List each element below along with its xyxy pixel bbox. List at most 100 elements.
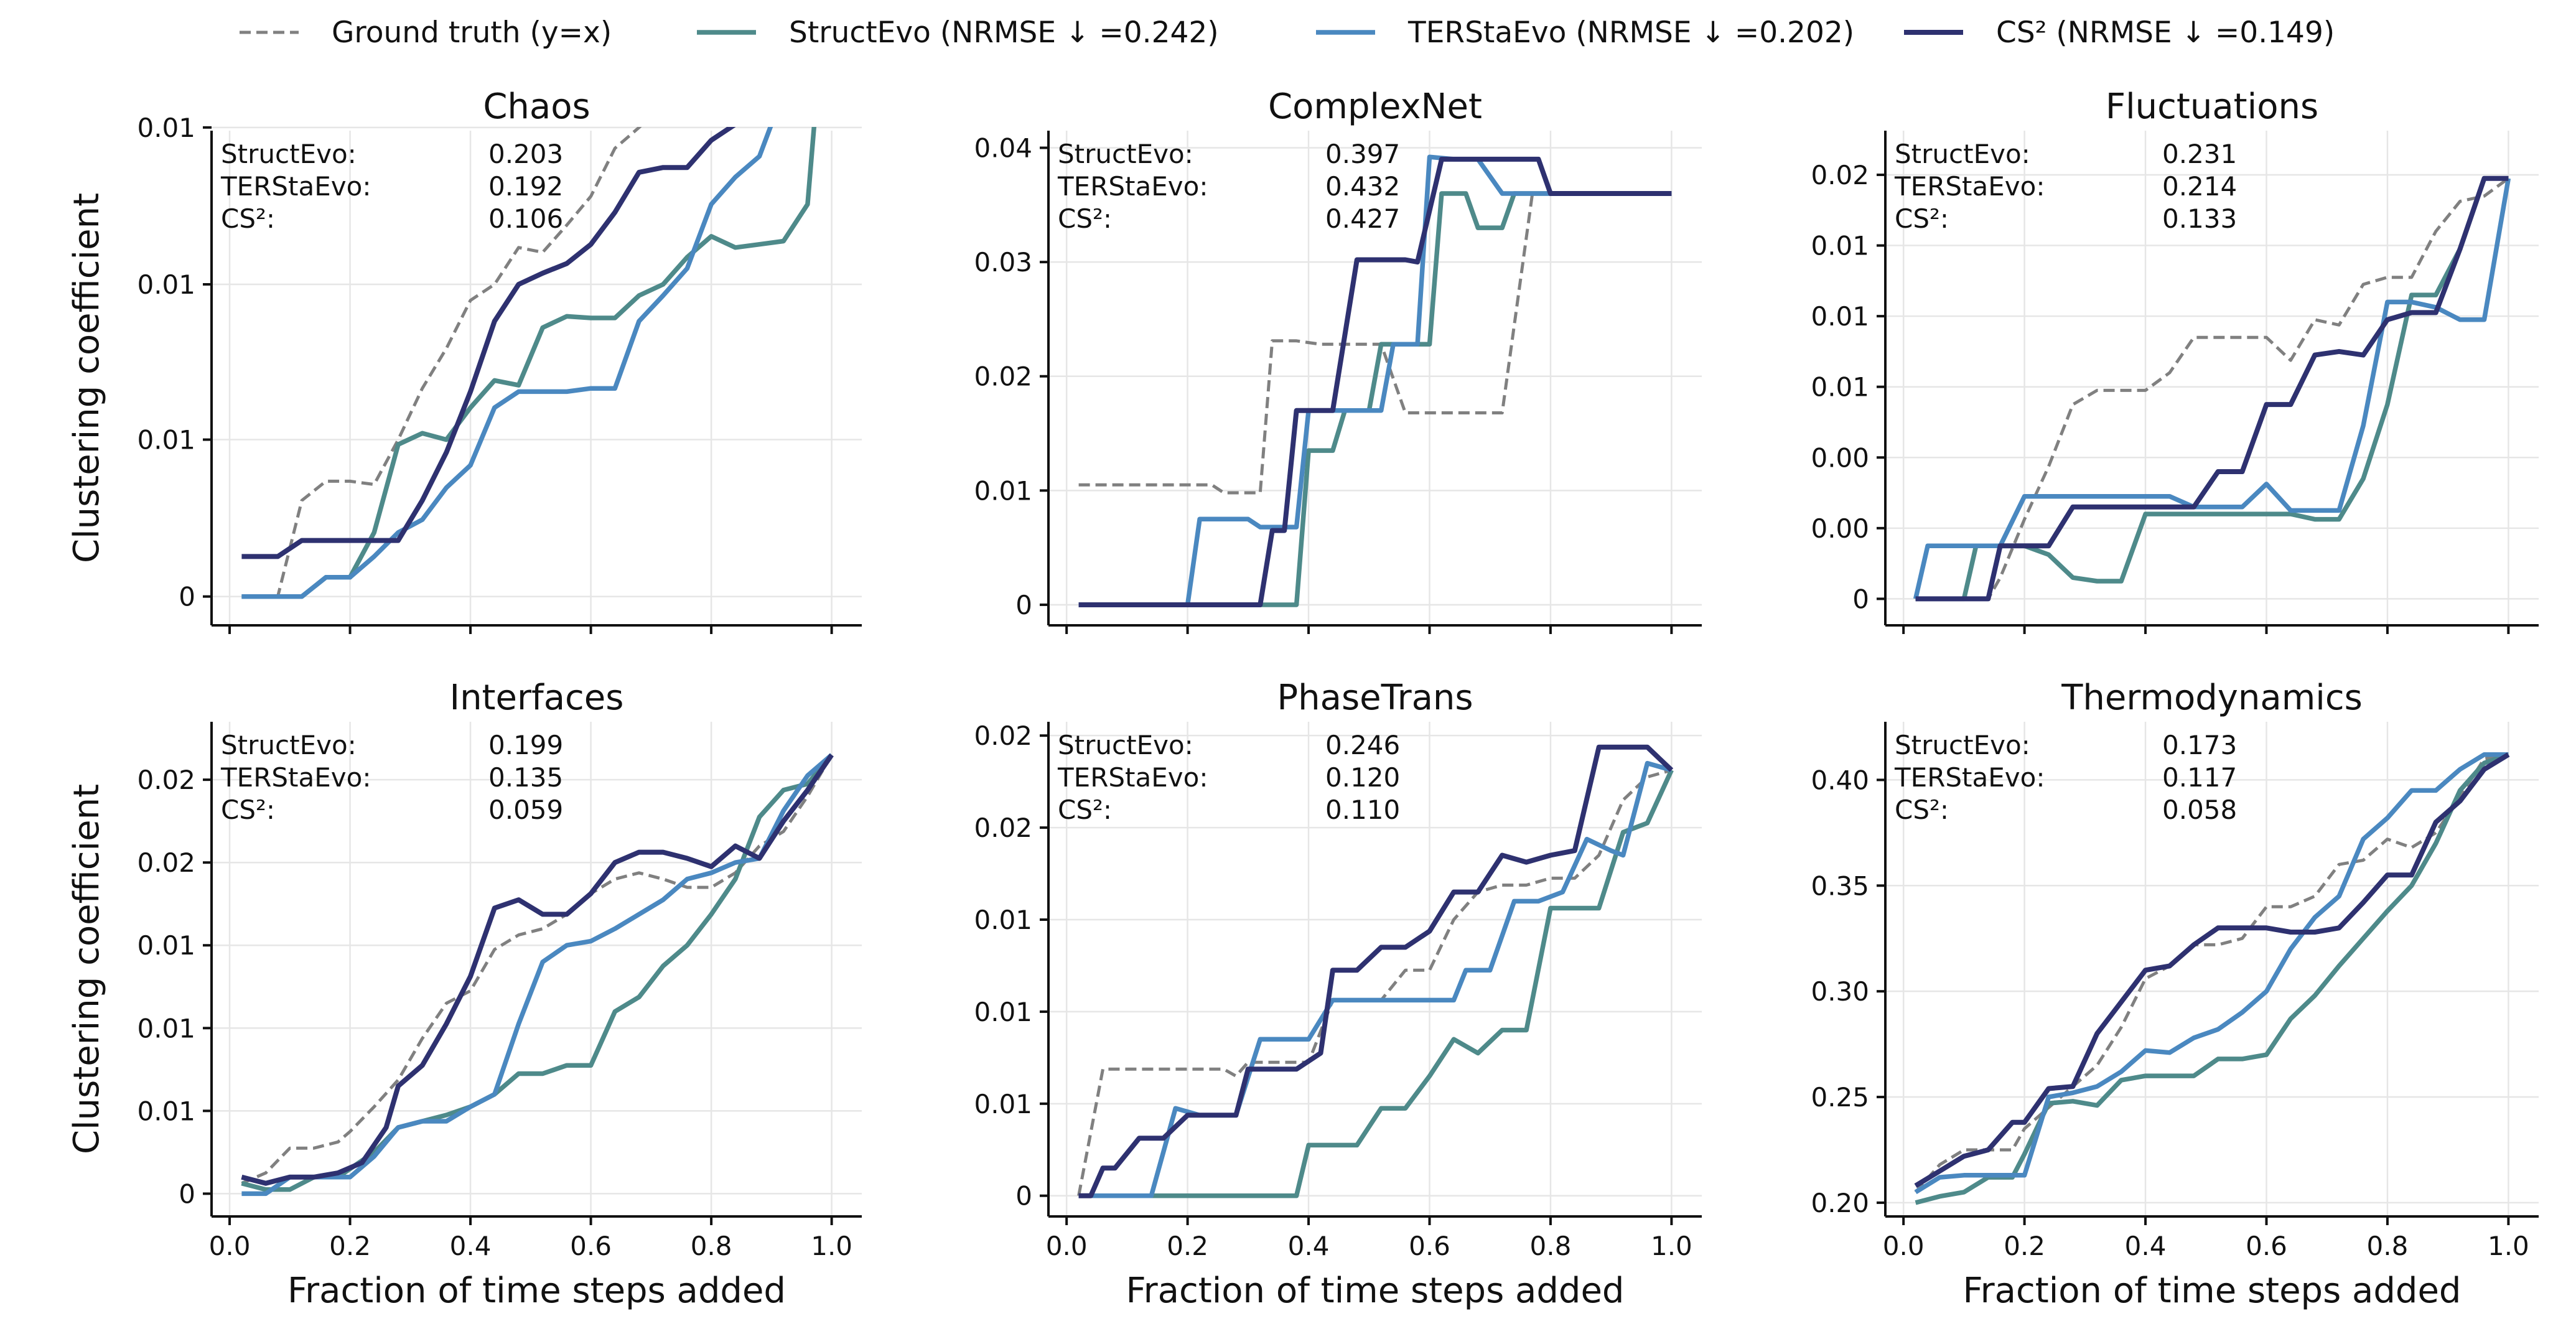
annotation-method-label: StructEvo: — [1895, 730, 2030, 760]
legend-label-te: TERStaEvo (NRMSE ↓ =0.202) — [1407, 16, 1854, 50]
x-tick-label: 0.0 — [1046, 1231, 1088, 1261]
y-tick-label: 0 — [179, 1178, 195, 1209]
panel-fluctuations: 0 0.00 0.00 0.01 0.01 0.01 0.02 Fluctuations Str… — [1811, 86, 2539, 634]
annotation-score: 0.110 — [1325, 795, 1400, 825]
annotation-score: 0.199 — [488, 730, 563, 760]
x-tick-label: 0.8 — [1530, 1231, 1572, 1261]
x-tick-label: 0.2 — [2004, 1231, 2045, 1261]
y-tick-label: 0.35 — [1811, 870, 1869, 901]
annotation-method-label: CS²: — [221, 795, 275, 825]
annotation-method-label: TERStaEvo: — [1894, 171, 2045, 202]
series-line-cs — [1078, 156, 1672, 607]
x-tick-label: 0.8 — [2367, 1231, 2409, 1261]
y-tick-label: 0.02 — [974, 362, 1032, 392]
y-tick-label: 0.01 — [137, 1013, 195, 1043]
y-tick-label: 0.00 — [1811, 442, 1869, 473]
annotation-method-label: TERStaEvo: — [1057, 762, 1208, 793]
y-tick-label: 0.01 — [137, 1096, 195, 1126]
y-axis-label: Clustering coefficient — [67, 193, 107, 563]
y-tick-label: 0.04 — [974, 133, 1032, 164]
panel-thermodynamics: 0.0 0.2 0.4 0.6 0.8 1.0 0.20 0.25 0.30 0.35 0.40 Th… — [1811, 678, 2539, 1311]
panel-interfaces: 0.0 0.2 0.4 0.6 0.8 1.0 0 0.01 0.01 0.01 0.02 0.02 I… — [67, 678, 862, 1311]
x-tick-label: 0.0 — [209, 1231, 251, 1261]
series-line-se — [1078, 769, 1674, 1198]
series-line-se — [1078, 191, 1672, 607]
legend-label-se: StructEvo (NRMSE ↓ =0.242) — [789, 16, 1219, 50]
annotation-method-label: TERStaEvo: — [220, 762, 371, 793]
series-line-te — [241, 753, 834, 1197]
x-axis-label: Fraction of time steps added — [1963, 1271, 2462, 1311]
y-tick-label: 0.01 — [1811, 301, 1869, 332]
annotation-method-label: CS²: — [221, 203, 275, 234]
annotation-score: 0.203 — [488, 139, 563, 169]
series-line-gt — [1077, 768, 1673, 1197]
annotation-score: 0.135 — [488, 762, 563, 793]
annotation-method-label: StructEvo: — [221, 730, 357, 760]
y-tick-label: 0.02 — [137, 765, 195, 795]
x-tick-label: 0.6 — [1409, 1231, 1450, 1261]
y-tick-label: 0.40 — [1811, 765, 1869, 795]
y-tick-label: 0.02 — [137, 847, 195, 878]
series-line-te — [1913, 178, 2511, 600]
panel-title: Thermodynamics — [2061, 678, 2363, 718]
panel-chaos: 0 0.01 0.01 0.01 Chaos Clustering coefficient… — [67, 86, 862, 634]
y-tick-label: 0.01 — [974, 905, 1032, 935]
x-tick-label: 0.0 — [1883, 1231, 1925, 1261]
x-tick-label: 0.2 — [329, 1231, 371, 1261]
annotation-score: 0.231 — [2162, 139, 2237, 169]
annotation-score: 0.117 — [2162, 762, 2237, 793]
annotation-score: 0.058 — [2162, 795, 2237, 825]
y-tick-label: 0.30 — [1811, 976, 1869, 1007]
annotation-method-label: TERStaEvo: — [1057, 171, 1208, 202]
series-line-te — [1078, 760, 1673, 1198]
annotation-score: 0.397 — [1325, 139, 1400, 169]
legend-label-gt: Ground truth (y=x) — [332, 16, 612, 50]
annotation-score: 0.192 — [488, 171, 563, 202]
annotation-score: 0.427 — [1325, 203, 1400, 234]
panel-title: ComplexNet — [1268, 86, 1482, 127]
y-tick-label: 0 — [179, 582, 195, 612]
y-tick-label: 0.02 — [974, 721, 1032, 751]
x-tick-label: 0.6 — [2246, 1231, 2287, 1261]
y-tick-label: 0.01 — [1811, 372, 1869, 403]
y-tick-label: 0.02 — [1811, 160, 1869, 190]
annotation-score: 0.432 — [1325, 171, 1400, 202]
series-line-cs — [241, 127, 736, 559]
x-tick-label: 0.4 — [1288, 1231, 1330, 1261]
y-tick-label: 0.01 — [974, 997, 1032, 1027]
series-line-te — [241, 127, 773, 599]
annotation-score: 0.173 — [2162, 730, 2237, 760]
y-tick-label: 0.01 — [974, 475, 1032, 506]
series-line-gt — [241, 127, 642, 599]
y-tick-label: 0.25 — [1811, 1082, 1869, 1113]
x-axis-label: Fraction of time steps added — [1126, 1271, 1625, 1311]
panel-complexnet: 0 0.01 0.02 0.03 0.04 ComplexNet StructEvo: 0.3… — [974, 86, 1702, 634]
y-tick-label: 0.01 — [1811, 231, 1869, 261]
y-tick-label: 0.03 — [974, 247, 1032, 278]
series-line-gt — [241, 754, 833, 1185]
annotation-score: 0.106 — [488, 203, 563, 234]
annotation-score: 0.133 — [2162, 203, 2237, 234]
legend-label-cs: CS² (NRMSE ↓ =0.149) — [1996, 16, 2335, 50]
series-line-cs — [241, 753, 834, 1186]
y-tick-label: 0 — [1015, 590, 1032, 620]
series-line-gt — [1914, 753, 2509, 1193]
series-line-gt — [1915, 177, 2509, 600]
series-line-cs — [1915, 175, 2509, 602]
chart-grid: 0 0.01 0.01 0.01 Chaos Clustering coefficient… — [67, 86, 2539, 1311]
y-axis-label: Clustering coefficient — [67, 784, 107, 1154]
panel-title: PhaseTrans — [1277, 678, 1473, 718]
annotation-method-label: StructEvo: — [221, 139, 357, 169]
x-tick-label: 0.4 — [2125, 1231, 2167, 1261]
legend: Ground truth (y=x) StructEvo (NRMSE ↓ =0.… — [240, 16, 2335, 50]
annotation-score: 0.120 — [1325, 762, 1400, 793]
y-tick-label: 0.01 — [974, 1089, 1032, 1119]
panel-title: Fluctuations — [2106, 86, 2318, 127]
x-axis-label: Fraction of time steps added — [287, 1271, 786, 1311]
annotation-score: 0.059 — [488, 795, 563, 825]
x-tick-label: 0.6 — [570, 1231, 612, 1261]
x-tick-label: 1.0 — [1651, 1231, 1692, 1261]
annotation-method-label: CS²: — [1058, 203, 1112, 234]
x-tick-label: 1.0 — [2488, 1231, 2529, 1261]
